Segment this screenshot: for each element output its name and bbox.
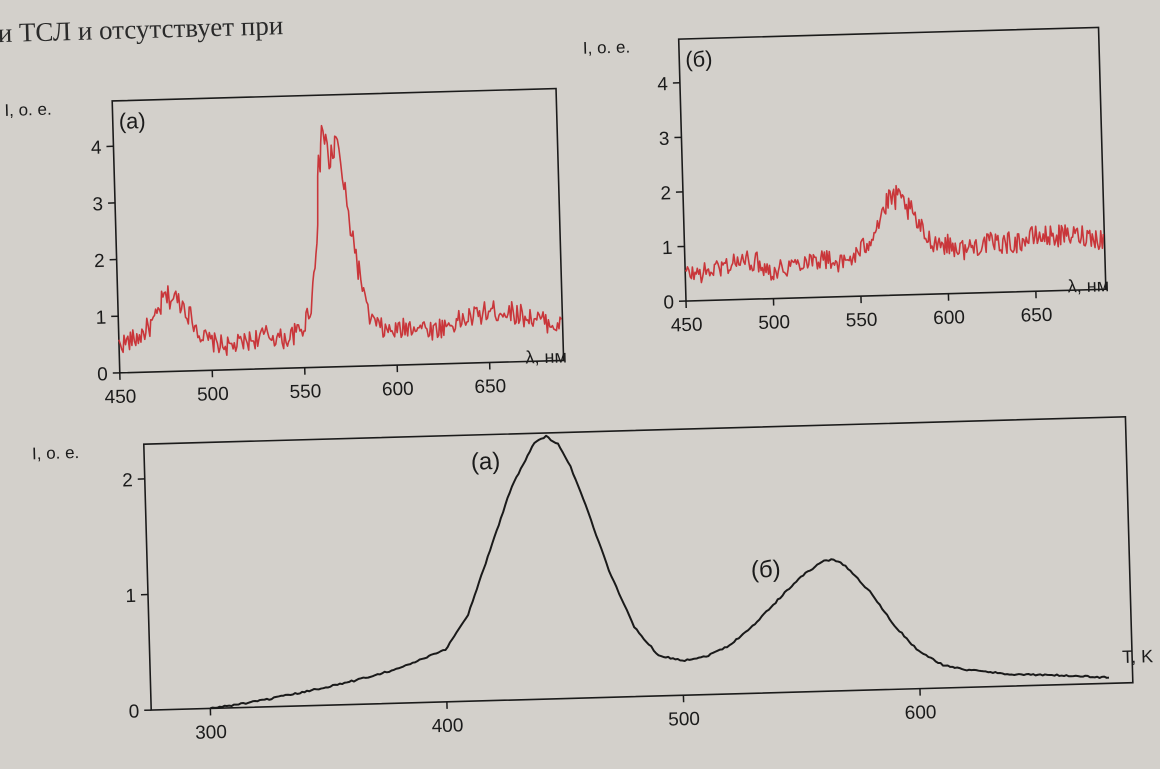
spectrum_b-ylabel: I, о. е. — [583, 37, 631, 57]
tsl-xtick-label: 400 — [431, 715, 463, 737]
spectrum_b-xtick-label: 600 — [933, 307, 965, 329]
tsl-chart: 0 1 2 300 400 500 600 I, о. е. T, K (а) (б) — [32, 413, 1155, 748]
spectrum_a-panel-label: (а) — [118, 108, 146, 134]
spectrum_b-ytick-label: 3 — [659, 129, 670, 150]
spectrum_a-xtick-label: 550 — [289, 381, 321, 403]
tsl-xtick-label: 500 — [668, 709, 700, 731]
spectrum_b-ytick-label: 2 — [660, 183, 671, 204]
tsl-annotation: (б) — [751, 556, 781, 584]
spectrum_b-xtick-label: 500 — [758, 312, 790, 334]
spectrum_a-xtick-label: 450 — [104, 386, 136, 408]
spectrum_b-chart: 0 1 2 3 4 450 500 550 600 650 I, о. е. λ, нм (б) — [583, 24, 1111, 338]
spectrum_b-xtick-label: 450 — [671, 315, 703, 337]
tsl-xtick-label: 300 — [195, 722, 227, 744]
spectrum_a-ytick-label: 1 — [95, 308, 106, 329]
tsl-series-line — [203, 420, 1109, 708]
spectrum_b-ytick-label: 1 — [662, 238, 673, 259]
spectrum_a-xtick-label: 650 — [474, 376, 506, 398]
spectrum_a-xtick-label: 600 — [382, 379, 414, 401]
tsl-ytick-label: 1 — [125, 586, 136, 607]
spectrum_a-plot-frame — [112, 89, 563, 373]
tsl-ytick-label: 0 — [128, 701, 139, 722]
tsl-plot-frame — [144, 417, 1133, 710]
tsl-ylabel: I, о. е. — [32, 443, 80, 463]
spectrum_b-xtick-label: 550 — [845, 310, 877, 332]
spectrum_a-chart: 0 1 2 3 4 450 500 550 600 650 I, о. е. λ, нм (а) — [4, 85, 568, 410]
spectrum_a-series-line — [113, 119, 562, 358]
spectrum_a-ytick-label: 3 — [92, 194, 103, 215]
spectrum_b-xtick-label: 650 — [1020, 305, 1052, 327]
spectrum_a-xtick-label: 500 — [197, 384, 229, 406]
spectrum_a-xlabel: λ, нм — [525, 346, 567, 367]
spectrum_b-panel-label: (б) — [685, 46, 713, 72]
spectrum_b-ytick-label: 0 — [663, 292, 674, 313]
spectrum_b-ytick-label: 4 — [657, 74, 669, 95]
tsl-xtick-label: 600 — [904, 702, 936, 724]
tsl-xlabel: T, K — [1122, 646, 1154, 667]
spectrum_b-xlabel: λ, нм — [1067, 275, 1109, 296]
spectrum_b-series-line — [683, 180, 1104, 283]
spectrum_a-ytick-label: 2 — [94, 251, 105, 272]
spectrum_a-ytick-label: 0 — [97, 364, 108, 385]
spectrum_a-ytick-label: 4 — [91, 138, 103, 159]
tsl-annotation: (а) — [471, 448, 501, 476]
spectrum_a-ylabel: I, о. е. — [4, 100, 52, 120]
tsl-ytick-label: 2 — [122, 470, 133, 491]
